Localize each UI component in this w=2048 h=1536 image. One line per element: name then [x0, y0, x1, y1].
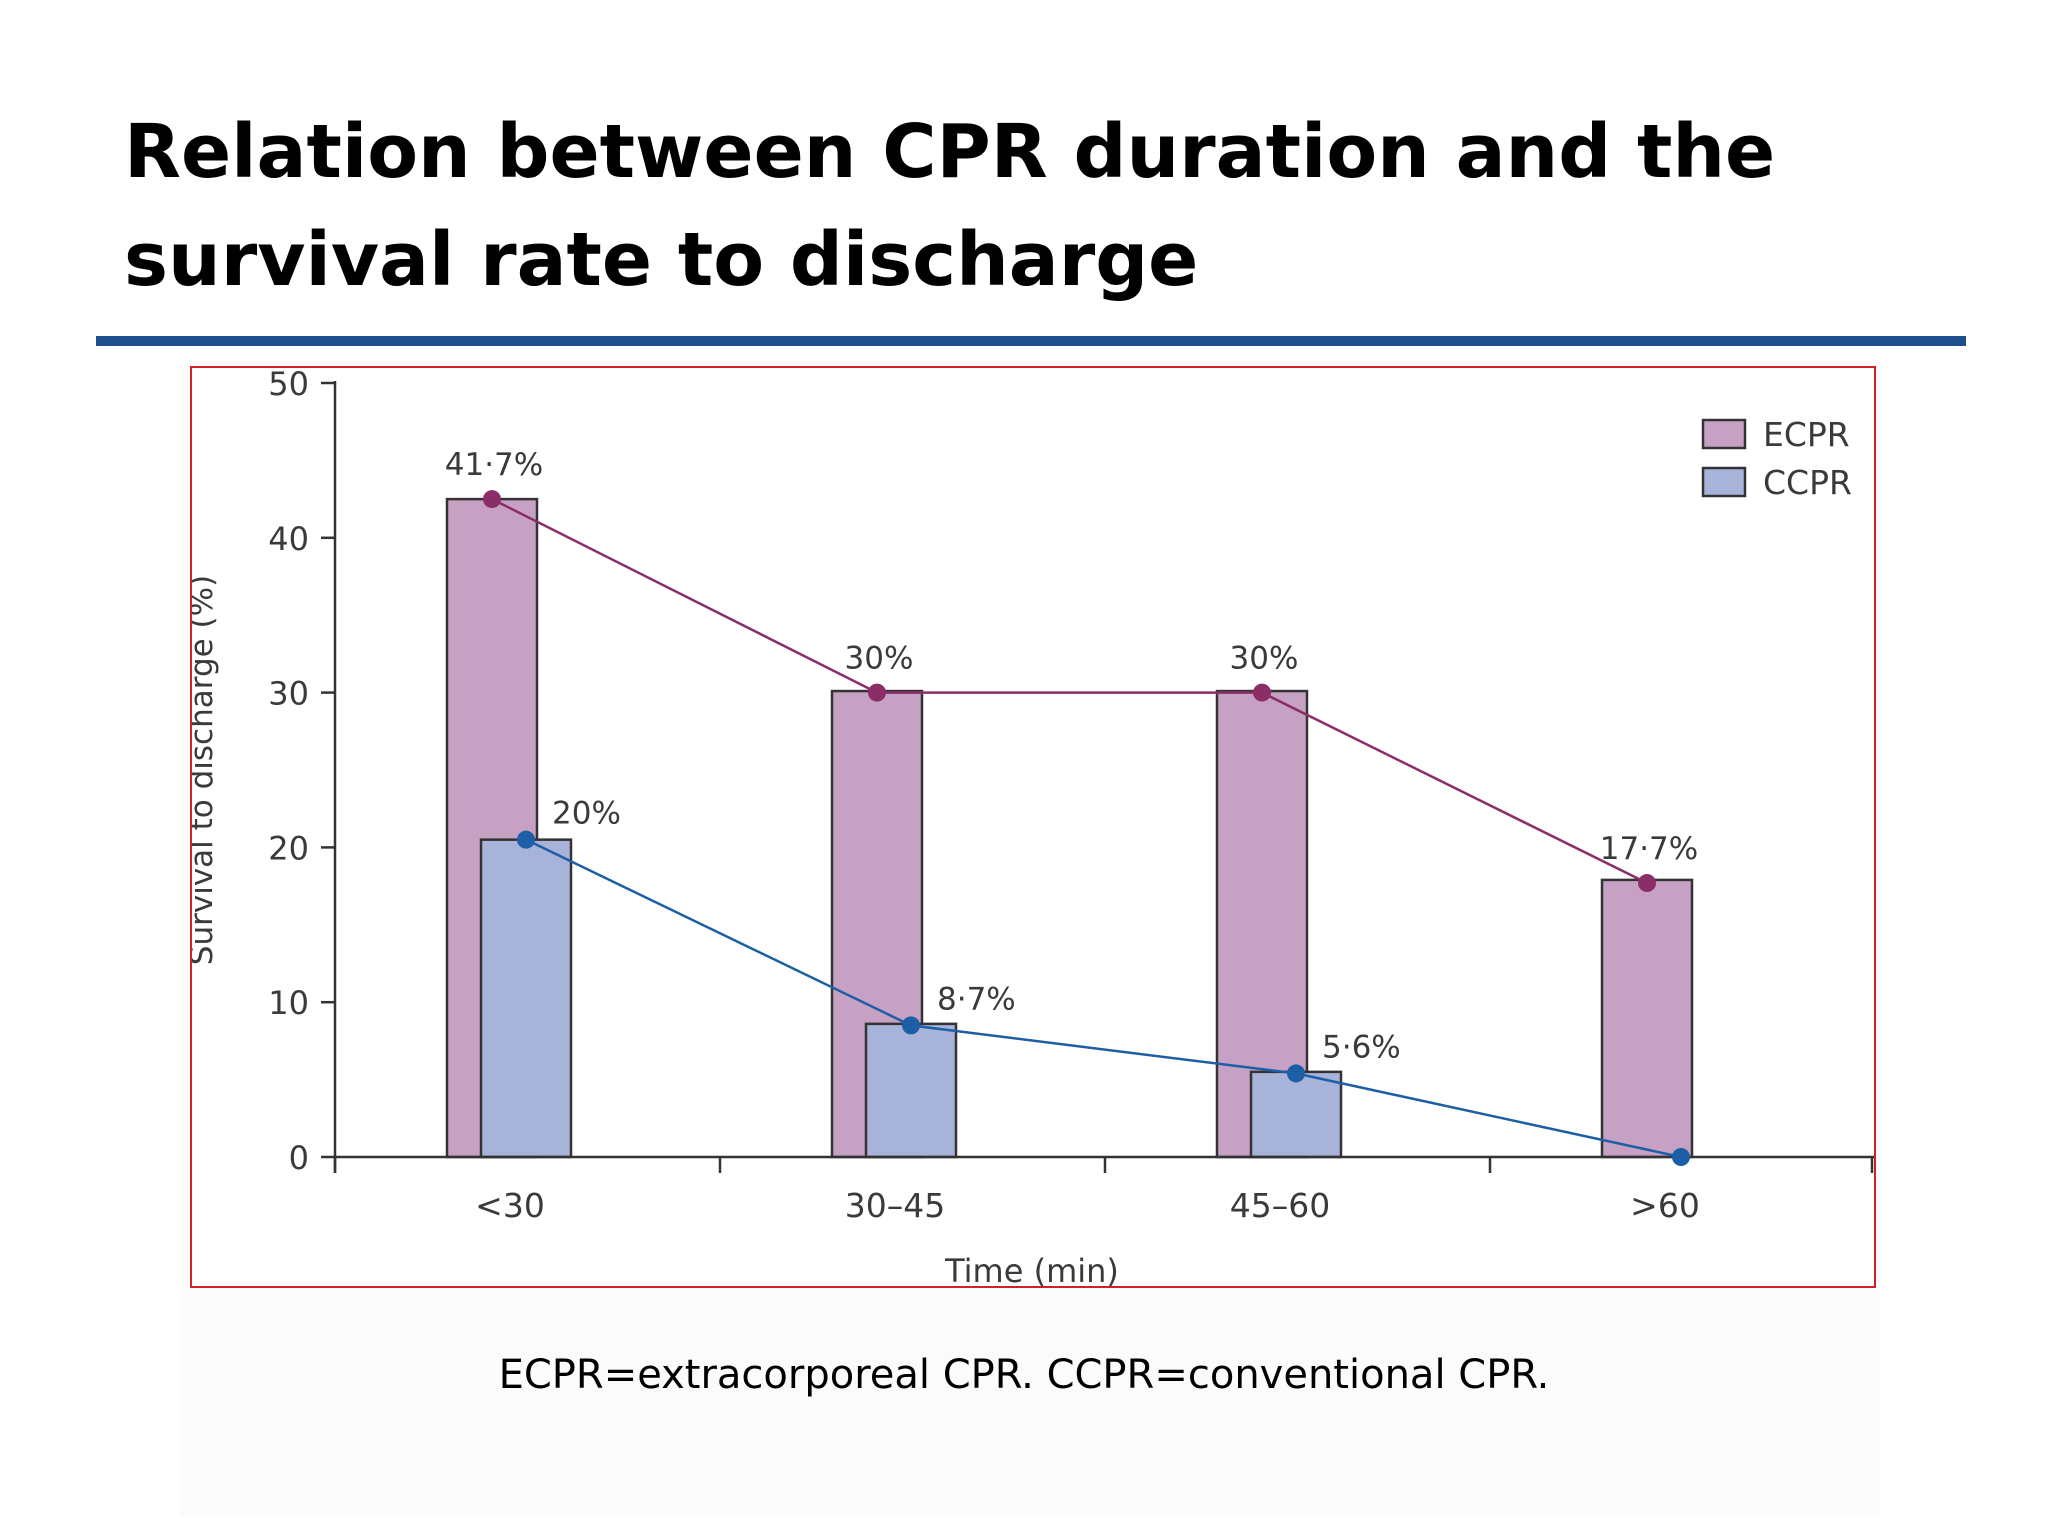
y-axis-title: Survival to discharge (%) — [192, 575, 220, 965]
legend-label: CCPR — [1763, 463, 1852, 502]
y-tick-label: 10 — [268, 984, 309, 1022]
survival-chart: 0 10 20 30 40 50 <30 30–45 45–60 >60 Time (min) Sur… — [192, 368, 1874, 1286]
ccpr-point — [1672, 1148, 1690, 1166]
slide-title: Relation between CPR duration and the su… — [124, 98, 1924, 314]
ecpr-trend-line — [491, 497, 1648, 885]
legend-label: ECPR — [1763, 415, 1850, 454]
slide-title-line-2: survival rate to discharge — [124, 217, 1199, 303]
x-tick-label: 45–60 — [1230, 1186, 1330, 1225]
ccpr-bar — [864, 1022, 958, 1159]
y-tick-label: 40 — [268, 520, 309, 558]
ccpr-trend-line — [525, 838, 1682, 1159]
legend-swatch — [1701, 418, 1747, 450]
ccpr-data-label: 8·7% — [937, 981, 1016, 1017]
ccpr-data-label: 5·6% — [1322, 1029, 1401, 1065]
ecpr-point — [1253, 683, 1271, 702]
ecpr-data-label: 30% — [1230, 641, 1299, 677]
y-tick-label: 30 — [268, 675, 309, 713]
ccpr-data-label: 20% — [552, 796, 621, 832]
chart-frame: 0 10 20 30 40 50 <30 30–45 45–60 >60 Time (min) Sur… — [190, 366, 1876, 1288]
title-divider — [96, 336, 1966, 346]
ccpr-point — [902, 1016, 920, 1035]
ecpr-point — [483, 490, 501, 509]
ecpr-data-label: 30% — [845, 641, 914, 677]
x-tick-label: <30 — [475, 1186, 545, 1225]
ecpr-data-label: 17·7% — [1600, 831, 1698, 867]
x-tick-label: 30–45 — [845, 1186, 945, 1225]
x-tick-label: >60 — [1630, 1186, 1700, 1225]
ecpr-point — [1638, 874, 1656, 893]
x-axis-title: Time (min) — [944, 1252, 1119, 1286]
ecpr-point — [868, 683, 886, 702]
y-tick-label: 0 — [289, 1139, 309, 1177]
ecpr-data-label: 41·7% — [445, 447, 543, 483]
ecpr-bar — [1600, 878, 1694, 1159]
ccpr-point — [1287, 1064, 1305, 1083]
ccpr-point — [517, 830, 535, 849]
ccpr-bar — [1249, 1070, 1343, 1159]
y-tick-label: 20 — [268, 829, 309, 867]
figure-caption: ECPR=extracorporeal CPR. CCPR=convention… — [498, 1352, 1550, 1398]
slide-title-line-1: Relation between CPR duration and the — [124, 109, 1776, 195]
y-tick-label: 50 — [268, 368, 309, 403]
legend-swatch — [1701, 466, 1747, 498]
ccpr-bar — [479, 838, 573, 1159]
